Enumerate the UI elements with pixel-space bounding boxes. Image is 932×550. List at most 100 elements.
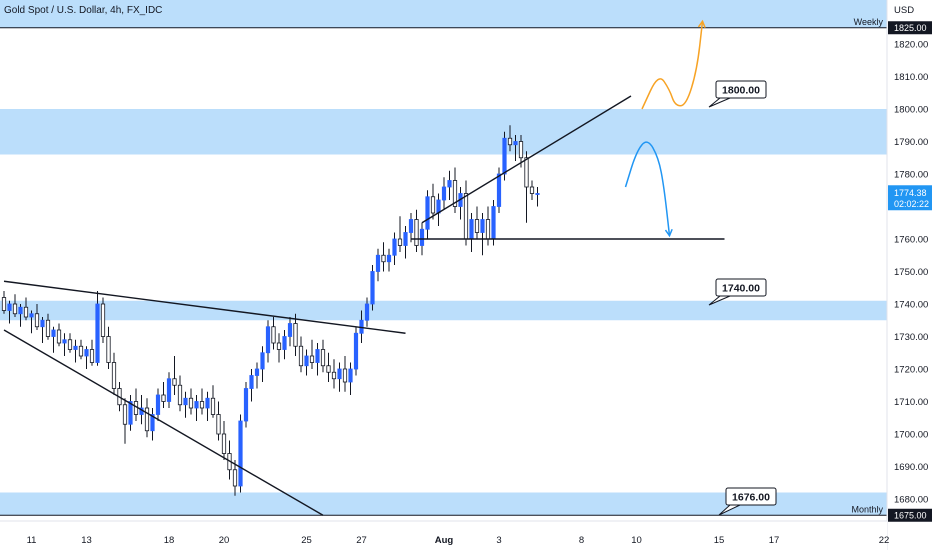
- callout-1800-pointer: [708, 97, 731, 108]
- candle-bear: [161, 394, 166, 402]
- time-tick-label: 10: [631, 535, 642, 546]
- callout-1740-box: [715, 278, 767, 297]
- time-tick-label: 20: [219, 535, 230, 546]
- candle-bear: [12, 303, 18, 315]
- price-tick-label: 1680.00: [894, 495, 928, 506]
- candle-bear: [452, 180, 458, 207]
- time-axis[interactable]: 11 13 18 20 25 27 Aug 3 8 10 15 17 22: [0, 520, 890, 550]
- candle-bull: [469, 219, 474, 240]
- candle-bull: [403, 232, 408, 246]
- candle-bear: [309, 355, 315, 363]
- candle-bull: [7, 303, 12, 311]
- candle-bull: [513, 141, 518, 146]
- candle-bull: [386, 254, 392, 263]
- price-axis[interactable]: USD 1680.00 1690.00 1700.00 1710.00 1720.00 17…: [886, 0, 932, 550]
- candle-bull: [95, 303, 100, 363]
- current-price-label: 1774.38: [894, 188, 927, 198]
- candle-bear: [529, 186, 535, 194]
- symbol-title: Gold Spot / U.S. Dollar, 4h, FX_IDC: [4, 5, 163, 16]
- candle-bear: [56, 329, 62, 344]
- candle-bull: [337, 368, 342, 380]
- candle-bull: [364, 303, 370, 321]
- candle-bear: [293, 323, 298, 347]
- time-tick-label: 13: [81, 535, 92, 546]
- candle-bear: [271, 326, 276, 344]
- candle-bear: [23, 306, 29, 318]
- candle-bull: [194, 401, 199, 409]
- candle-bull: [205, 397, 210, 409]
- time-tick-label: 18: [164, 535, 175, 546]
- time-tick-label: 8: [579, 535, 584, 546]
- callout-1800-text: 1800.00: [722, 85, 760, 97]
- candle-bull: [73, 345, 78, 350]
- candle-bear: [34, 313, 40, 328]
- candle-bull: [315, 349, 320, 363]
- candle-bear: [45, 319, 51, 337]
- candle-bull: [260, 352, 265, 370]
- price-tick-label: 1800.00: [894, 105, 928, 116]
- candle-bear: [111, 362, 117, 389]
- candle-bull: [29, 313, 34, 318]
- candle-bear: [463, 193, 469, 240]
- candle-bear: [331, 371, 337, 380]
- candle-bear: [381, 254, 386, 263]
- callout-1740-pointer: [708, 295, 731, 306]
- candle-bear: [100, 303, 106, 337]
- monthly-zone-label: Monthly: [851, 504, 883, 514]
- candle-bull: [425, 196, 430, 230]
- candle-bull: [447, 180, 452, 188]
- candle-bull: [392, 238, 397, 256]
- candle-bear: [67, 339, 73, 350]
- candle-bear: [221, 433, 227, 454]
- candle-bull: [370, 271, 375, 305]
- callout-1676-pointer: [718, 504, 741, 516]
- callout-1740-text: 1740.00: [722, 283, 760, 295]
- time-tick-label: 15: [714, 535, 725, 546]
- weekly-zone: [0, 0, 887, 28]
- time-tick-label: 27: [356, 535, 367, 546]
- candle-bull: [249, 375, 254, 389]
- candles-layer: [1, 125, 540, 496]
- price-tick-label: 1720.00: [894, 365, 928, 376]
- candle-bear: [485, 219, 491, 240]
- candle-bear: [210, 397, 216, 415]
- price-tick-label: 1700.00: [894, 430, 928, 441]
- price-tick-label: 1690.00: [894, 462, 928, 473]
- candle-bear: [320, 349, 326, 367]
- bullish-path-arrowhead: [697, 19, 706, 29]
- candle-bull: [441, 186, 447, 201]
- candle-bear: [326, 365, 331, 373]
- candle-bull: [348, 368, 353, 383]
- candle-bull: [18, 306, 23, 315]
- price-tick-label: 1820.00: [894, 40, 928, 51]
- candle-bear: [172, 378, 177, 386]
- candle-bull: [183, 397, 188, 406]
- candle-bear: [78, 345, 84, 357]
- candle-bear: [414, 219, 419, 246]
- price-tick-label: 1750.00: [894, 267, 928, 278]
- monthly-zone: [0, 492, 887, 516]
- callout-1800-box: [715, 80, 767, 99]
- callout-1800: 1800.00: [708, 80, 767, 108]
- callouts-layer: 1800.00 1740.00 1676.00: [708, 80, 777, 516]
- price-tick-label: 1780.00: [894, 170, 928, 181]
- weekly-zone-label: Weekly: [854, 17, 884, 27]
- callout-1676: 1676.00: [718, 487, 777, 516]
- price-axis-bg: [887, 0, 932, 550]
- candle-bear: [298, 345, 304, 367]
- bullish-path: [641, 21, 704, 110]
- time-tick-label: 3: [496, 535, 501, 546]
- candle-bull: [375, 254, 381, 272]
- candle-bull: [419, 228, 425, 246]
- time-tick-label: 22: [879, 535, 890, 546]
- bearish-path-arrowhead: [664, 228, 673, 238]
- bearish-path: [624, 141, 671, 236]
- price-tick-label: 1710.00: [894, 397, 928, 408]
- zones-layer: Weekly Monthly: [0, 0, 887, 516]
- candle-bull: [535, 193, 540, 195]
- resistance-zone: [0, 109, 887, 155]
- candle-bear: [232, 469, 238, 487]
- callout-1676-text: 1676.00: [732, 492, 770, 504]
- callout-1740: 1740.00: [708, 278, 767, 306]
